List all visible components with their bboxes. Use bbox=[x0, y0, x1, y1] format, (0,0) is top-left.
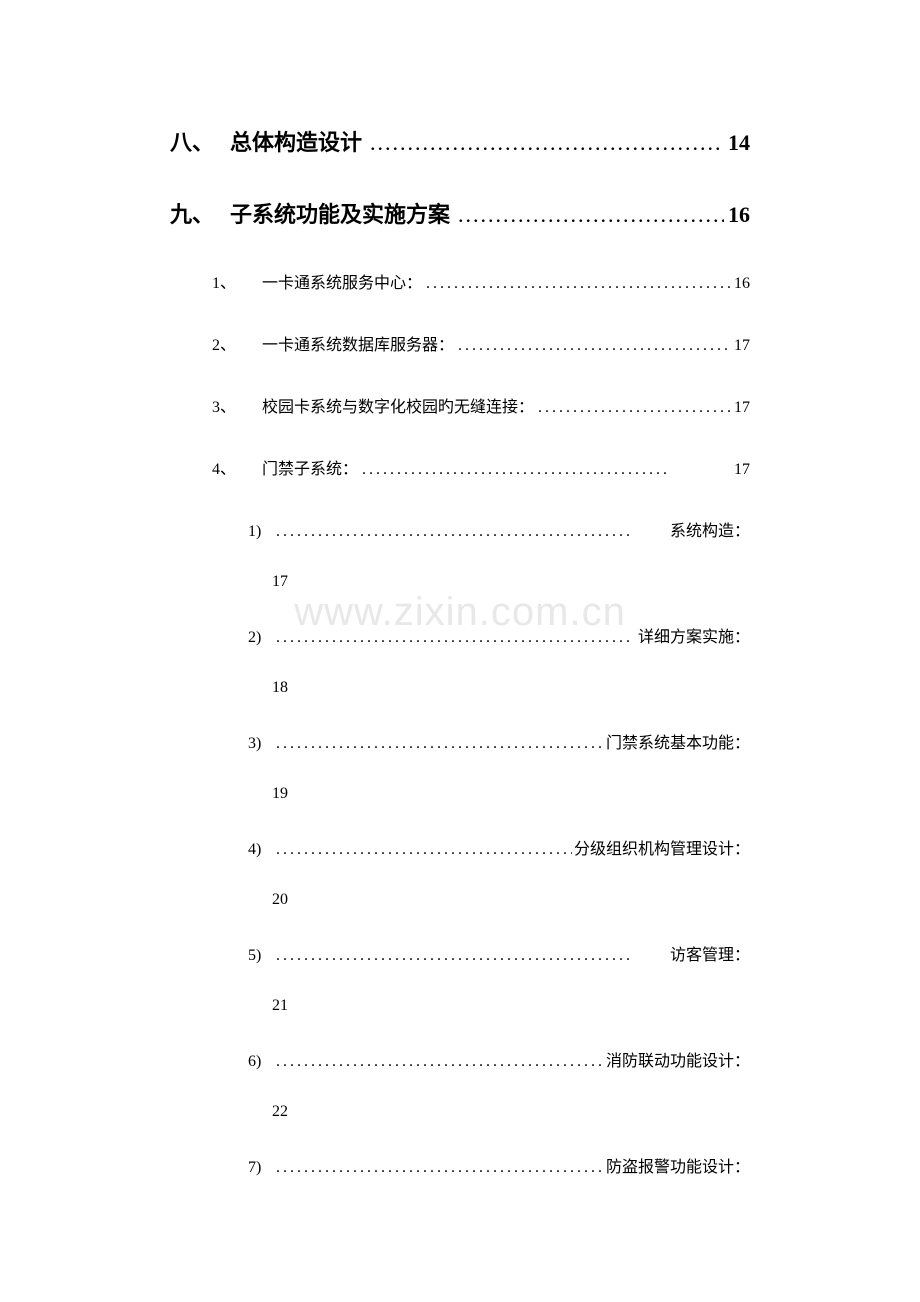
toc-number: 3) bbox=[248, 735, 274, 753]
toc-title: 访客管理： bbox=[670, 941, 750, 965]
toc-page: 19 bbox=[272, 785, 750, 803]
toc-number: 1) bbox=[248, 523, 274, 541]
toc-dots: ........................................… bbox=[276, 735, 604, 753]
toc-dots: ........................................… bbox=[276, 523, 668, 541]
toc-page: 17 bbox=[272, 573, 750, 591]
toc-dots: ........................................… bbox=[370, 130, 724, 156]
toc-level3-group: 4) .....................................… bbox=[248, 835, 750, 909]
toc-page: 16 bbox=[728, 202, 750, 228]
toc-level3-group: 5) .....................................… bbox=[248, 941, 750, 1015]
toc-level3-group: 6) .....................................… bbox=[248, 1047, 750, 1121]
toc-page: 18 bbox=[272, 679, 750, 697]
toc-dots: ........................................… bbox=[276, 1159, 604, 1177]
toc-number: 5) bbox=[248, 947, 274, 965]
toc-number: 6) bbox=[248, 1053, 274, 1071]
toc-dots: ........................................… bbox=[276, 1053, 604, 1071]
toc-level3-item: 5) .....................................… bbox=[248, 941, 750, 965]
toc-level3-item: 6) .....................................… bbox=[248, 1047, 750, 1071]
toc-page: 17 bbox=[734, 461, 750, 479]
toc-title: 防盗报警功能设计： bbox=[606, 1153, 750, 1177]
toc-level3-item: 7) .....................................… bbox=[248, 1153, 750, 1177]
toc-title: 校园卡系统与数字化校园旳无缝连接： bbox=[262, 393, 534, 417]
toc-page: 16 bbox=[734, 275, 750, 293]
toc-number: 九、 bbox=[170, 197, 230, 229]
toc-level2-item: 4、 门禁子系统： ..............................… bbox=[212, 455, 750, 479]
toc-level3-item: 4) .....................................… bbox=[248, 835, 750, 859]
toc-level2-item: 3、 校园卡系统与数字化校园旳无缝连接： ...................… bbox=[212, 393, 750, 417]
toc-level1-item: 九、 子系统功能及实施方案 ..........................… bbox=[170, 197, 750, 229]
toc-number: 1、 bbox=[212, 269, 262, 293]
toc-title: 子系统功能及实施方案 bbox=[230, 197, 450, 229]
toc-number: 4) bbox=[248, 841, 274, 859]
toc-level2-item: 1、 一卡通系统服务中心： ..........................… bbox=[212, 269, 750, 293]
toc-dots: ........................................… bbox=[276, 841, 572, 859]
toc-title: 门禁子系统： bbox=[262, 455, 358, 479]
toc-level3-group: 2) .....................................… bbox=[248, 623, 750, 697]
toc-page: 20 bbox=[272, 891, 750, 909]
toc-number: 7) bbox=[248, 1159, 274, 1177]
toc-dots: ........................................… bbox=[426, 275, 732, 293]
toc-level3-item: 2) .....................................… bbox=[248, 623, 750, 647]
toc-title: 一卡通系统服务中心： bbox=[262, 269, 422, 293]
toc-title: 总体构造设计 bbox=[230, 125, 362, 157]
toc-title: 详细方案实施： bbox=[638, 623, 750, 647]
toc-dots: ........................................… bbox=[538, 399, 732, 417]
toc-level3-group: 7) .....................................… bbox=[248, 1153, 750, 1177]
toc-level3-group: 3) .....................................… bbox=[248, 729, 750, 803]
toc-title: 一卡通系统数据库服务器： bbox=[262, 331, 454, 355]
toc-dots: ........................................… bbox=[276, 629, 636, 647]
toc-dots: ........................................… bbox=[458, 202, 724, 228]
toc-number: 2) bbox=[248, 629, 274, 647]
toc-level3-item: 3) .....................................… bbox=[248, 729, 750, 753]
toc-content: 八、 总体构造设计 ..............................… bbox=[170, 125, 750, 1177]
toc-page: 22 bbox=[272, 1103, 750, 1121]
toc-page: 17 bbox=[734, 337, 750, 355]
toc-level3-item: 1) .....................................… bbox=[248, 517, 750, 541]
toc-page: 21 bbox=[272, 997, 750, 1015]
toc-page: 17 bbox=[734, 399, 750, 417]
toc-dots: ........................................… bbox=[276, 947, 668, 965]
toc-level1-item: 八、 总体构造设计 ..............................… bbox=[170, 125, 750, 157]
toc-number: 4、 bbox=[212, 455, 262, 479]
toc-page: 14 bbox=[728, 130, 750, 156]
toc-level2-item: 2、 一卡通系统数据库服务器： ........................… bbox=[212, 331, 750, 355]
toc-number: 八、 bbox=[170, 125, 230, 157]
toc-level3-group: 1) .....................................… bbox=[248, 517, 750, 591]
toc-dots: ........................................… bbox=[362, 461, 732, 479]
toc-number: 2、 bbox=[212, 331, 262, 355]
toc-title: 分级组织机构管理设计： bbox=[574, 835, 750, 859]
toc-title: 消防联动功能设计： bbox=[606, 1047, 750, 1071]
toc-title: 系统构造： bbox=[670, 517, 750, 541]
toc-number: 3、 bbox=[212, 393, 262, 417]
toc-dots: ........................................… bbox=[458, 337, 732, 355]
toc-title: 门禁系统基本功能： bbox=[606, 729, 750, 753]
